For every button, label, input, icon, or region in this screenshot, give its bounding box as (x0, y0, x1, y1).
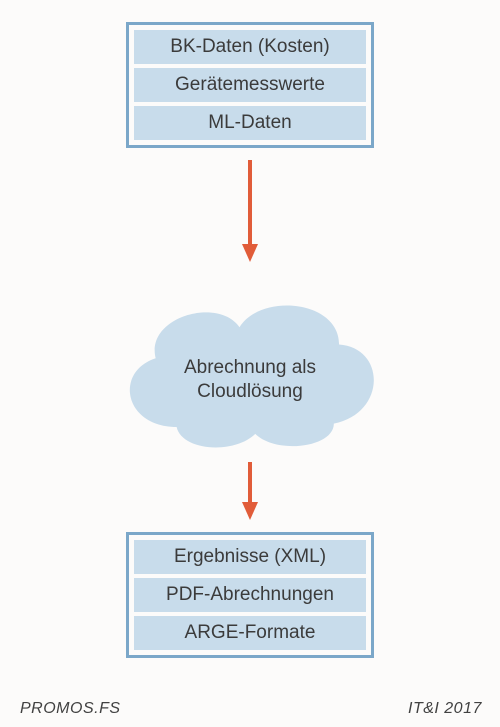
input-row-label: ML-Daten (208, 112, 291, 134)
cloud-label: Abrechnung als Cloudlösung (119, 356, 381, 404)
footer-left: PROMOS.FS (20, 700, 121, 718)
footer-left-text: PROMOS.FS (20, 700, 121, 717)
arrow-down-icon (234, 462, 266, 522)
input-row-label: BK-Daten (Kosten) (170, 36, 329, 58)
output-row-label: PDF-Abrechnungen (166, 584, 334, 606)
diagram-canvas: BK-Daten (Kosten) Gerätemesswerte ML-Dat… (0, 0, 500, 727)
input-row-bk-daten: BK-Daten (Kosten) (134, 30, 366, 64)
cloud-label-line1: Abrechnung als (184, 357, 316, 378)
input-row-ml-daten: ML-Daten (134, 106, 366, 140)
output-row-label: ARGE-Formate (185, 622, 316, 644)
cloud-label-line2: Cloudlösung (197, 381, 303, 402)
output-row-label: Ergebnisse (XML) (174, 546, 326, 568)
output-row-pdf: PDF-Abrechnungen (134, 578, 366, 612)
output-row-arge: ARGE-Formate (134, 616, 366, 650)
input-row-geraetemesswerte: Gerätemesswerte (134, 68, 366, 102)
input-row-label: Gerätemesswerte (175, 74, 325, 96)
cloud-node: Abrechnung als Cloudlösung (119, 286, 381, 458)
footer-right-text: IT&I 2017 (408, 700, 482, 717)
arrow-down-icon (234, 160, 266, 264)
output-row-ergebnisse: Ergebnisse (XML) (134, 540, 366, 574)
footer-right: IT&I 2017 (408, 700, 482, 718)
